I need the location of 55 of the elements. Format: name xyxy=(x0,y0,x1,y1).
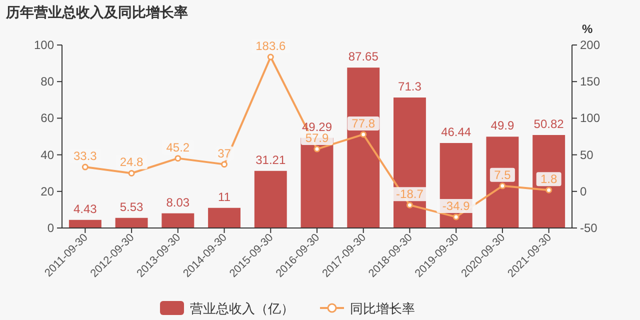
data-label: 24.8 xyxy=(120,155,144,170)
legend-label: 同比增长率 xyxy=(350,301,415,316)
point xyxy=(174,155,182,162)
data-label: 5.53 xyxy=(120,200,144,214)
data-label: 4.43 xyxy=(74,202,98,216)
bar xyxy=(254,170,287,228)
y2-tick-label: 0 xyxy=(580,184,587,198)
y2-tick-label: -50 xyxy=(580,221,598,235)
bar xyxy=(162,213,194,228)
data-label: 33.3 xyxy=(74,149,98,164)
data-label: 77.8 xyxy=(352,116,376,130)
data-label: 183.6 xyxy=(256,39,286,54)
data-label: 11 xyxy=(218,190,231,204)
data-label: -34.9 xyxy=(442,198,470,213)
y-tick-label: 100 xyxy=(34,38,54,52)
data-label: 71.3 xyxy=(398,80,422,94)
bar xyxy=(68,220,102,228)
data-label: 1.8 xyxy=(540,172,558,186)
data-label: 46.44 xyxy=(441,125,472,140)
y-tick-label: 80 xyxy=(40,74,54,89)
legend-label: 营业总收入（亿） xyxy=(190,301,294,316)
y-tick-label: 0 xyxy=(47,221,54,235)
data-label: 87.65 xyxy=(348,50,379,64)
point xyxy=(314,146,320,152)
data-label: 31.21 xyxy=(256,152,286,167)
y-tick-label: 60 xyxy=(40,111,54,126)
bar xyxy=(347,68,380,228)
y2-tick-label: 50 xyxy=(580,148,594,162)
y2-tick-label: 100 xyxy=(580,111,600,126)
bar xyxy=(115,218,148,228)
point xyxy=(406,202,413,208)
y-tick-label: 40 xyxy=(40,148,54,162)
chart-title: 历年营业总收入及同比增长率 xyxy=(5,4,188,20)
point xyxy=(221,161,228,168)
data-label: 45.2 xyxy=(166,140,190,154)
data-label: 57.9 xyxy=(305,131,329,146)
data-label: 49.9 xyxy=(490,118,514,133)
y-tick-label: 20 xyxy=(40,184,54,198)
data-label: 8.03 xyxy=(166,195,190,210)
y2-axis-title: % xyxy=(582,22,593,36)
point xyxy=(82,164,88,170)
data-label: 37 xyxy=(218,146,232,160)
y2-tick-label: 150 xyxy=(580,74,600,89)
point xyxy=(128,170,135,176)
bar xyxy=(532,135,566,228)
data-label: 7.5 xyxy=(494,168,512,182)
point xyxy=(360,131,367,138)
y2-tick-label: 200 xyxy=(580,38,600,52)
point xyxy=(546,186,552,194)
point xyxy=(267,54,274,60)
bar xyxy=(208,208,240,228)
point xyxy=(499,182,506,190)
data-label: 50.82 xyxy=(534,117,564,131)
data-label: -18.7 xyxy=(396,187,424,202)
point xyxy=(452,214,460,220)
